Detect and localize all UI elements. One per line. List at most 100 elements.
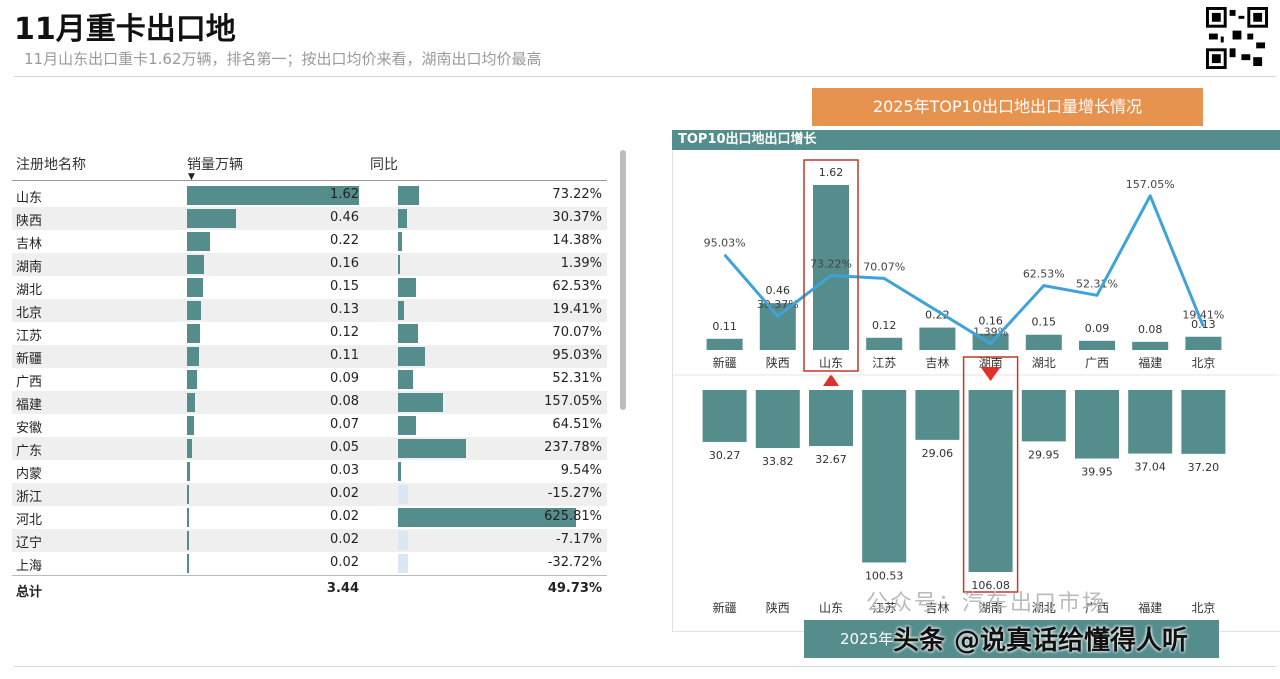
- row-name: 湖北: [16, 283, 43, 298]
- row-name: 新疆: [16, 352, 43, 367]
- column-header-sales[interactable]: 销量万辆: [187, 157, 243, 173]
- yoy-value: 19.41%: [552, 302, 602, 317]
- table-row[interactable]: 广东 0.05 237.78%: [12, 437, 607, 460]
- yoy-bar: [398, 416, 417, 435]
- table-row[interactable]: 陕西 0.46 30.37%: [12, 207, 607, 230]
- highlight-box: [962, 356, 1019, 593]
- yoy-bar: [398, 301, 404, 320]
- sales-value: 0.46: [330, 210, 359, 225]
- price-category-label: 江苏: [872, 601, 896, 615]
- table-scrollbar[interactable]: [620, 150, 626, 410]
- table-row[interactable]: 安徽 0.07 64.51%: [12, 414, 607, 437]
- sales-bar: [187, 485, 190, 504]
- sales-value: 0.05: [330, 440, 359, 455]
- category-label: 福建: [1138, 355, 1162, 370]
- price-category-label: 广西: [1085, 601, 1109, 615]
- yoy-value: 14.38%: [552, 233, 602, 248]
- sales-value: 0.11: [330, 348, 359, 363]
- page-subtitle: 11月山东出口重卡1.62万辆，排名第一；按出口均价来看，湖南出口均价最高: [24, 50, 542, 68]
- category-label: 山东: [819, 356, 843, 370]
- yoy-bar: [398, 232, 403, 251]
- sales-bar: [187, 186, 359, 205]
- table-row[interactable]: 福建 0.08 157.05%: [12, 391, 607, 414]
- row-name: 广西: [16, 375, 43, 390]
- yoy-value: -32.72%: [547, 555, 602, 570]
- yoy-value: 625.81%: [544, 509, 602, 524]
- price-bar: [755, 390, 800, 449]
- yoy-value: -15.27%: [547, 486, 602, 501]
- bar: [866, 337, 903, 350]
- watermark-text: 公众号：汽车出口市场: [866, 591, 1107, 616]
- bar-value-label: 1.62: [819, 166, 844, 179]
- table-row[interactable]: 内蒙 0.03 9.54%: [12, 460, 607, 483]
- sales-bar: [187, 393, 196, 412]
- sales-bar: [187, 439, 193, 458]
- yoy-bar: [398, 278, 416, 297]
- yoy-bar: [398, 462, 401, 481]
- sales-value: 0.03: [330, 463, 359, 478]
- total-sales: 3.44: [326, 581, 359, 596]
- price-bar: [915, 390, 960, 440]
- sales-bar: [187, 301, 201, 320]
- column-header-name[interactable]: 注册地名称: [16, 157, 86, 173]
- yoy-bar: [398, 531, 408, 550]
- bar: [1132, 341, 1169, 350]
- price-category-label: 福建: [1138, 600, 1162, 615]
- price-value-label: 37.04: [1134, 461, 1166, 474]
- yoy-value: 237.78%: [544, 440, 602, 455]
- yoy-bar: [398, 347, 426, 366]
- bar-value-label: 0.15: [1032, 316, 1057, 329]
- sales-bar: [187, 531, 190, 550]
- row-name: 山东: [16, 191, 43, 206]
- row-name: 北京: [16, 306, 43, 321]
- yoy-bar: [398, 393, 443, 412]
- category-label: 吉林: [925, 356, 949, 370]
- sales-bar: [187, 462, 191, 481]
- price-value-label: 33.82: [762, 455, 794, 468]
- table-row[interactable]: 江苏 0.12 70.07%: [12, 322, 607, 345]
- total-label: 总计: [16, 585, 43, 600]
- page-title: 11月重卡出口地: [14, 12, 236, 47]
- table-row[interactable]: 湖北 0.15 62.53%: [12, 276, 607, 299]
- sales-value: 0.02: [330, 486, 359, 501]
- bar: [813, 185, 849, 350]
- table-row[interactable]: 浙江 0.02 -15.27%: [12, 483, 607, 506]
- sales-bar: [187, 232, 211, 251]
- table-row[interactable]: 河北 0.02 625.81%: [12, 506, 607, 529]
- yoy-value: 30.37%: [552, 210, 602, 225]
- table-row[interactable]: 吉林 0.22 14.38%: [12, 230, 607, 253]
- price-value-label: 39.95: [1081, 466, 1113, 479]
- bar: [1185, 336, 1222, 350]
- chart-section-title: 2025年TOP10出口地出口量增长情况: [812, 88, 1203, 126]
- sales-bar: [187, 278, 203, 297]
- yoy-value: 52.31%: [552, 371, 602, 386]
- table-row[interactable]: 北京 0.13 19.41%: [12, 299, 607, 322]
- column-header-yoy[interactable]: 同比: [370, 157, 398, 173]
- sales-value: 0.02: [330, 555, 359, 570]
- table-row[interactable]: 湖南 0.16 1.39%: [12, 253, 607, 276]
- yoy-bar: [398, 186, 419, 205]
- table-row[interactable]: 上海 0.02 -32.72%: [12, 552, 607, 575]
- sales-bar: [187, 416, 195, 435]
- yoy-bar: [398, 209, 407, 228]
- bar: [706, 338, 743, 350]
- bar-value-label: 0.16: [978, 315, 1003, 328]
- sales-value: 0.13: [330, 302, 359, 317]
- price-bar: [968, 390, 1013, 572]
- yoy-label: 95.03%: [704, 237, 746, 250]
- watermark-overlay: 头条 @说真话给懂得人听: [893, 626, 1189, 656]
- row-name: 辽宁: [16, 536, 43, 551]
- yoy-bar: [398, 554, 408, 573]
- yoy-bar: [398, 439, 466, 458]
- price-bar: [862, 390, 907, 563]
- table-row[interactable]: 广西 0.09 52.31%: [12, 368, 607, 391]
- price-bar: [1128, 390, 1173, 454]
- table-row[interactable]: 辽宁 0.02 -7.17%: [12, 529, 607, 552]
- price-bar: [1075, 390, 1119, 459]
- sort-desc-icon[interactable]: ▼: [188, 172, 195, 182]
- yoy-bar: [398, 255, 400, 274]
- row-name: 湖南: [16, 260, 43, 275]
- table-row[interactable]: 新疆 0.11 95.03%: [12, 345, 607, 368]
- total-yoy: 49.73%: [547, 581, 602, 596]
- table-row[interactable]: 山东 1.62 73.22%: [12, 184, 607, 207]
